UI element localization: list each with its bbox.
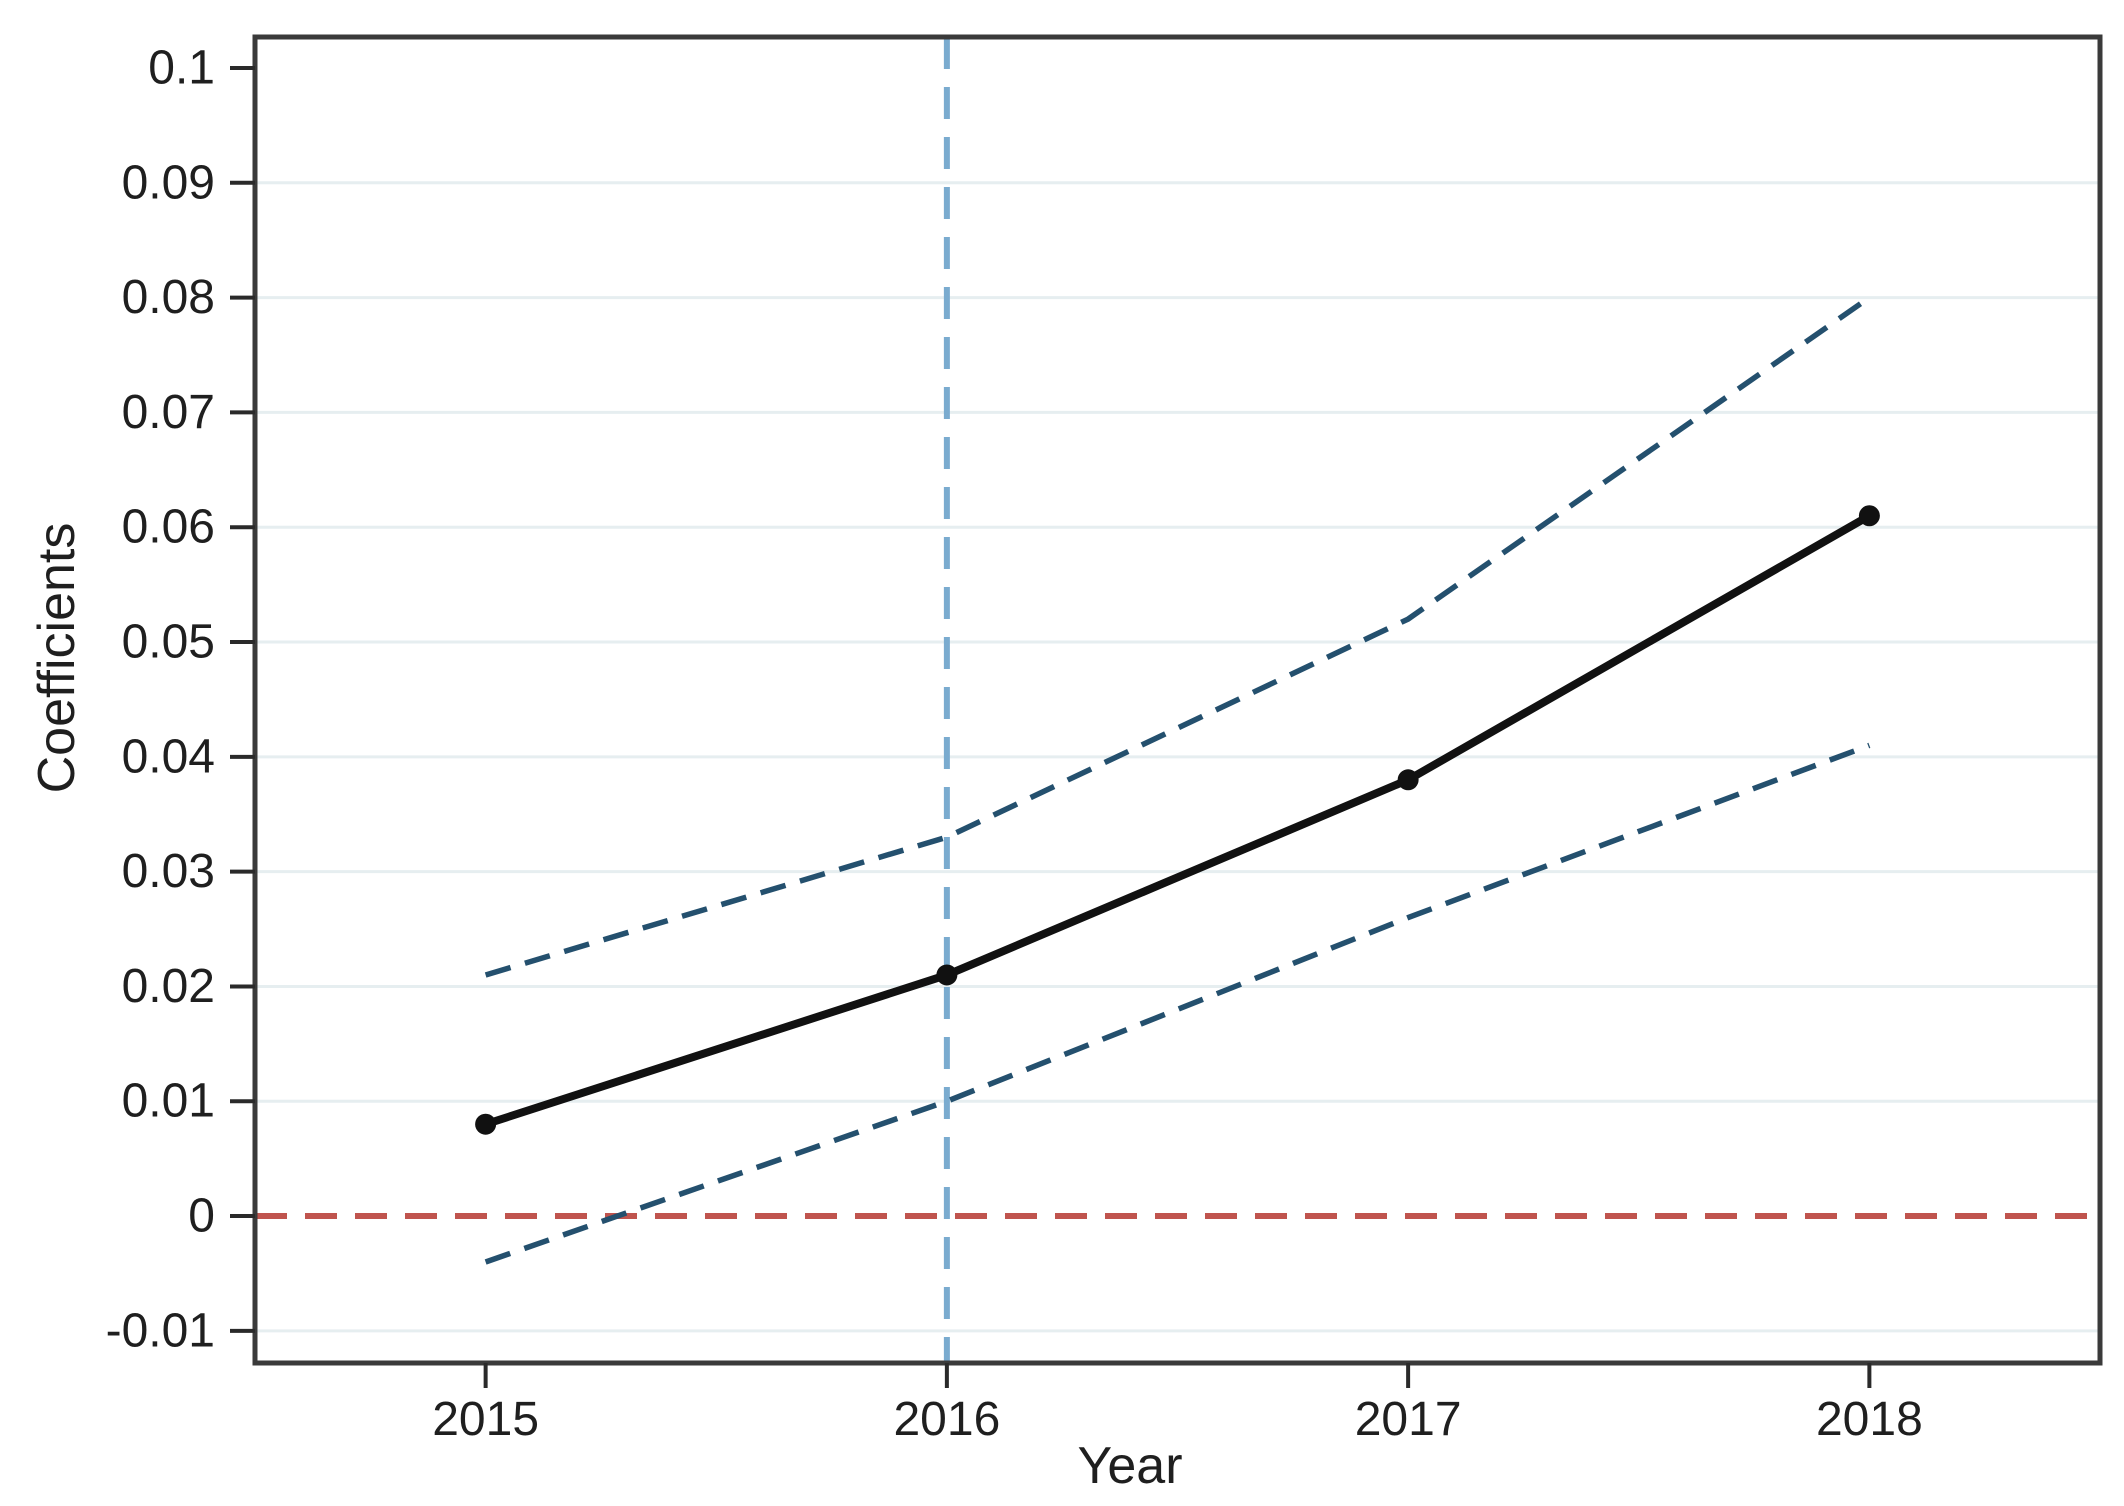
y-tick-label: 0.02 [122, 960, 215, 1013]
y-tick-label: 0.01 [122, 1075, 215, 1128]
y-tick-label: 0.1 [148, 41, 215, 94]
coefficient-estimate-line [484, 512, 1872, 1129]
y-tick-label: 0 [188, 1190, 215, 1243]
y-tick-label: 0.05 [122, 616, 215, 669]
x-tick-label: 2015 [432, 1393, 539, 1446]
coefficient-estimate-marker [1858, 505, 1880, 527]
x-tick-label: 2016 [893, 1393, 1000, 1446]
coefficient-estimate-marker [475, 1113, 497, 1135]
y-tick-label: 0.08 [122, 271, 215, 324]
x-axis-title: Year [1077, 1437, 1183, 1495]
y-tick-label: -0.01 [106, 1304, 215, 1357]
coefficient-estimate-marker [936, 964, 958, 986]
x-tick-label: 2017 [1355, 1393, 1462, 1446]
y-tick-label: 0.07 [122, 386, 215, 439]
y-tick-label: 0.03 [122, 845, 215, 898]
y-tick-label: 0.04 [122, 730, 215, 783]
upper-confidence-band-line [484, 295, 1871, 978]
y-tick-label: 0.09 [122, 156, 215, 209]
lower-confidence-band-line [484, 742, 1871, 1265]
x-tick-label: 2018 [1816, 1393, 1923, 1446]
y-tick-label: 0.06 [122, 501, 215, 554]
coefficient-estimate-marker [1397, 769, 1419, 791]
plot-frame [252, 34, 2103, 1366]
